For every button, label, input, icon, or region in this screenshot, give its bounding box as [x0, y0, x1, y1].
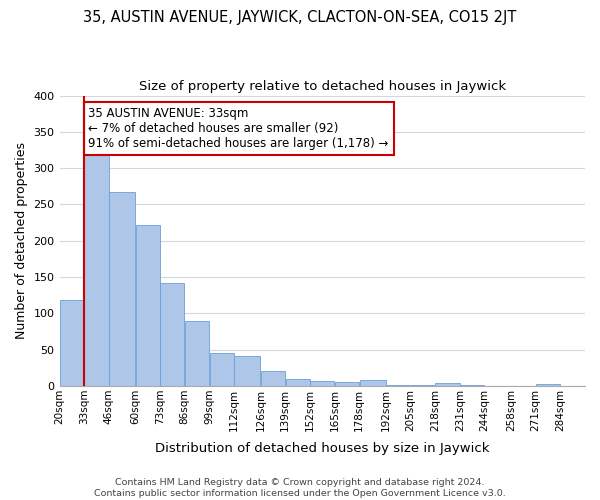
X-axis label: Distribution of detached houses by size in Jaywick: Distribution of detached houses by size …: [155, 442, 490, 455]
Bar: [160, 283, 184, 386]
Bar: [85, 144, 109, 386]
Bar: [60, 300, 84, 386]
Text: 35 AUSTIN AVENUE: 33sqm
← 7% of detached houses are smaller (92)
91% of semi-det: 35 AUSTIN AVENUE: 33sqm ← 7% of detached…: [88, 107, 389, 150]
Title: Size of property relative to detached houses in Jaywick: Size of property relative to detached ho…: [139, 80, 506, 93]
Text: 35, AUSTIN AVENUE, JAYWICK, CLACTON-ON-SEA, CO15 2JT: 35, AUSTIN AVENUE, JAYWICK, CLACTON-ON-S…: [83, 10, 517, 25]
Bar: [335, 382, 359, 386]
Bar: [359, 380, 386, 386]
Bar: [209, 354, 234, 386]
Bar: [136, 225, 160, 386]
Bar: [235, 356, 260, 386]
Text: Contains HM Land Registry data © Crown copyright and database right 2024.
Contai: Contains HM Land Registry data © Crown c…: [94, 478, 506, 498]
Bar: [436, 383, 460, 386]
Y-axis label: Number of detached properties: Number of detached properties: [15, 142, 28, 340]
Bar: [386, 384, 410, 386]
Bar: [286, 378, 310, 386]
Bar: [261, 372, 285, 386]
Bar: [185, 320, 209, 386]
Bar: [109, 192, 135, 386]
Bar: [536, 384, 560, 386]
Bar: [310, 381, 334, 386]
